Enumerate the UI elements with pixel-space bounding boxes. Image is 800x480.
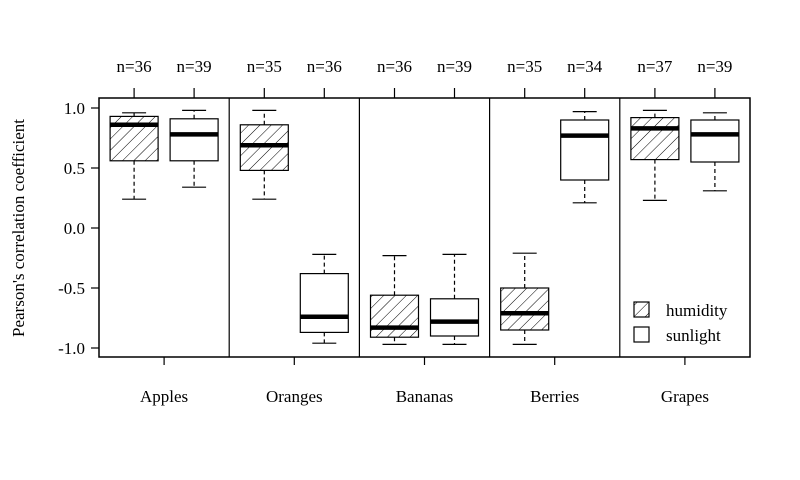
box-humidity — [630, 116, 680, 161]
y-axis-label: Pearson's correlation coefficient — [9, 119, 28, 337]
box-sunlight — [429, 298, 480, 337]
n-label: n=35 — [247, 57, 282, 76]
n-label: n=37 — [637, 57, 673, 76]
y-tick-label: -0.5 — [58, 279, 85, 298]
n-label: n=39 — [437, 57, 472, 76]
x-tick-label: Oranges — [266, 387, 323, 406]
box-sunlight — [690, 119, 740, 163]
box-humidity — [369, 294, 420, 338]
y-tick-label: 1.0 — [64, 99, 85, 118]
n-label: n=36 — [307, 57, 342, 76]
x-tick-label: Apples — [140, 387, 188, 406]
box-sunlight — [169, 118, 219, 162]
box-sunlight — [299, 273, 349, 334]
n-label: n=36 — [377, 57, 412, 76]
legend-swatch-humidity — [633, 301, 650, 318]
legend-label: sunlight — [666, 326, 721, 345]
x-tick-label: Bananas — [396, 387, 454, 406]
n-label: n=36 — [117, 57, 152, 76]
n-label: n=39 — [177, 57, 212, 76]
n-label: n=34 — [567, 57, 603, 76]
box-humidity — [500, 287, 550, 331]
x-tick-label: Berries — [530, 387, 579, 406]
legend-label: humidity — [666, 301, 728, 320]
legend-swatch-sunlight — [633, 326, 650, 343]
n-label: n=39 — [697, 57, 732, 76]
y-tick-label: 0.5 — [64, 159, 85, 178]
y-tick-label: -1.0 — [58, 339, 85, 358]
box-sunlight — [560, 119, 610, 181]
y-tick-label: 0.0 — [64, 219, 85, 238]
box-humidity — [239, 124, 289, 172]
x-tick-label: Grapes — [661, 387, 709, 406]
n-label: n=35 — [507, 57, 542, 76]
